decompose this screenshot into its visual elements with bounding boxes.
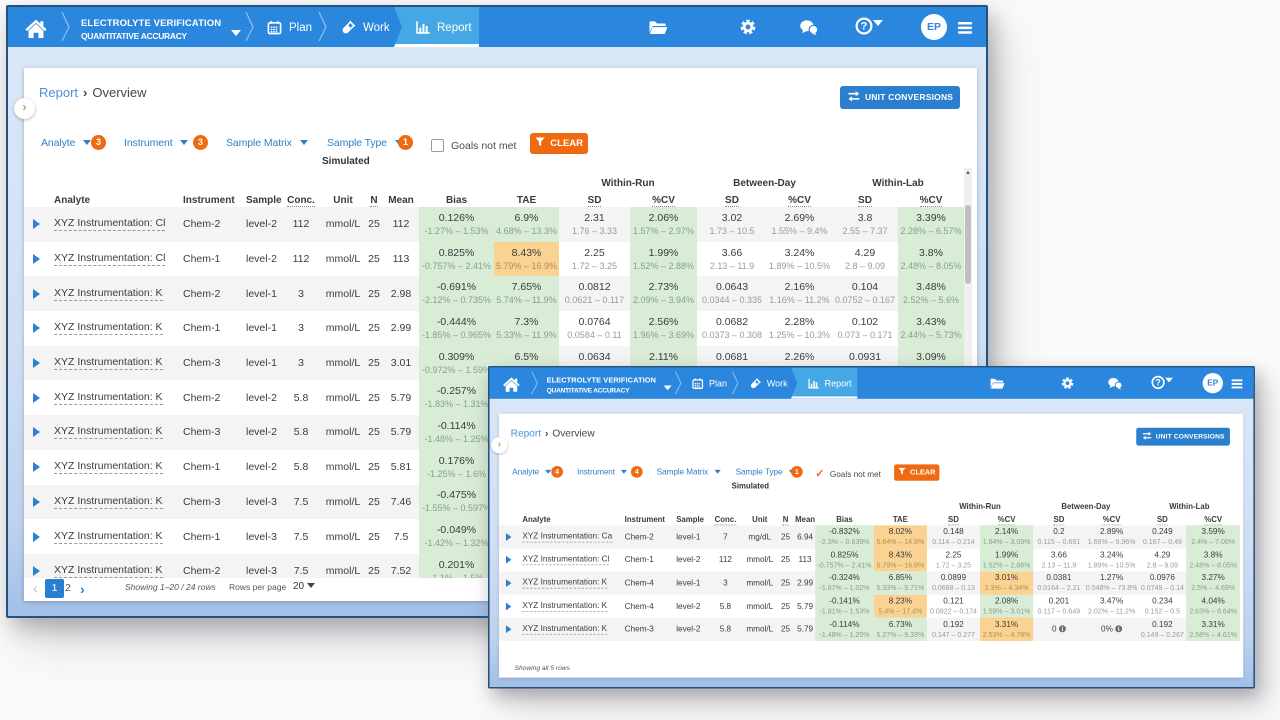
svg-text:?: ? (1155, 377, 1160, 387)
svg-text:?: ? (861, 21, 868, 33)
